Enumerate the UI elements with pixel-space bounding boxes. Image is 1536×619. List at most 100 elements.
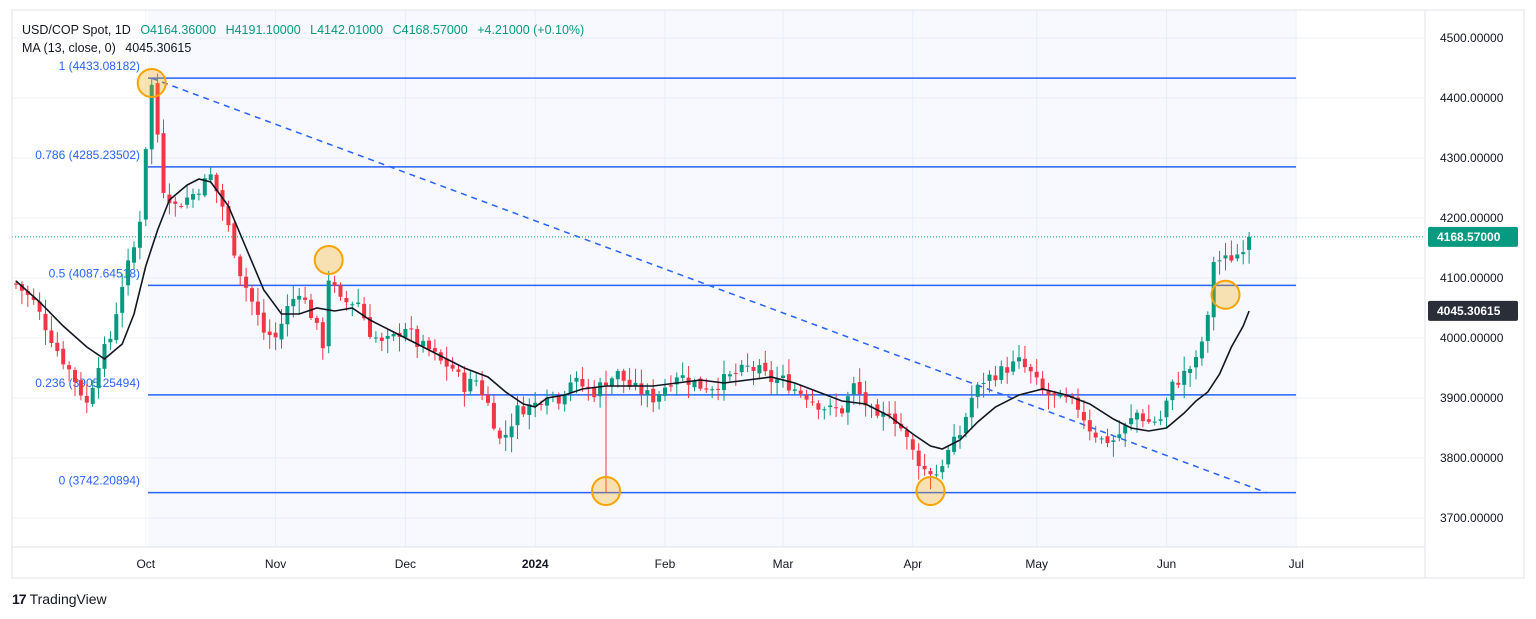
candle-body bbox=[828, 405, 833, 408]
candle-body bbox=[946, 449, 951, 465]
candle-body bbox=[226, 205, 231, 226]
candle-body bbox=[1040, 378, 1045, 391]
candle-body bbox=[1034, 371, 1039, 378]
candle-body bbox=[244, 276, 249, 288]
candle-body bbox=[114, 314, 119, 341]
candle-body bbox=[1235, 254, 1240, 259]
candle-body bbox=[515, 405, 520, 426]
candle-body bbox=[191, 194, 195, 200]
candle-body bbox=[893, 413, 898, 425]
highlight-circle bbox=[915, 476, 946, 506]
candle-body bbox=[940, 466, 945, 473]
candle-body bbox=[987, 374, 992, 381]
candle-body bbox=[403, 328, 408, 338]
candle-body bbox=[61, 348, 66, 365]
candle-body bbox=[580, 379, 585, 387]
candle-body bbox=[291, 298, 296, 307]
candle-body bbox=[1058, 393, 1063, 397]
candle-body bbox=[1223, 255, 1228, 259]
candle-body bbox=[952, 436, 957, 452]
candle-body bbox=[202, 178, 207, 196]
fib-level-label: 0.5 (4087.64518) bbox=[49, 266, 140, 280]
candle-body bbox=[1052, 393, 1057, 395]
price-tick-label: 4500.00000 bbox=[1440, 31, 1504, 45]
candle-body bbox=[480, 380, 485, 396]
candle-body bbox=[887, 413, 892, 416]
change-value: +4.21000 (+0.10%) bbox=[477, 23, 585, 37]
time-tick-label: Apr bbox=[903, 557, 922, 571]
candle-body bbox=[1117, 434, 1122, 439]
time-axis[interactable]: Oct Nov Dec 2024 Feb Mar Apr May Jun Jul bbox=[136, 557, 1304, 571]
candle-body bbox=[137, 221, 142, 248]
candle-body bbox=[674, 377, 679, 385]
open-value: O4164.36000 bbox=[140, 23, 217, 37]
candle-body bbox=[303, 297, 308, 300]
candle-body bbox=[409, 328, 414, 330]
candle-body bbox=[958, 435, 962, 439]
price-axis[interactable]: 4500.00000 4400.00000 4300.00000 4200.00000… bbox=[1428, 31, 1518, 525]
candle-body bbox=[975, 385, 980, 397]
candle-body bbox=[845, 396, 850, 413]
chart-border bbox=[11, 9, 1525, 579]
time-tick-label: 2024 bbox=[522, 557, 549, 571]
price-tick-label: 4000.00000 bbox=[1440, 331, 1504, 345]
trendline-dashed bbox=[151, 77, 1268, 494]
candle-body bbox=[757, 365, 762, 374]
time-tick-label: Jun bbox=[1157, 557, 1176, 571]
candle-body bbox=[267, 331, 272, 336]
candle-body bbox=[255, 301, 260, 315]
candle-body bbox=[149, 84, 154, 150]
candle-body bbox=[698, 378, 703, 389]
candle-body bbox=[568, 382, 573, 393]
candle-body bbox=[1182, 370, 1187, 385]
candle-body bbox=[816, 403, 821, 410]
candle-body bbox=[350, 304, 355, 306]
candle-body bbox=[421, 340, 426, 347]
candle-body bbox=[415, 329, 420, 347]
candle-body bbox=[550, 394, 555, 396]
chart-grid bbox=[12, 10, 1425, 547]
candle-body bbox=[651, 388, 656, 403]
candle-body bbox=[273, 332, 278, 338]
candle-body bbox=[37, 301, 42, 312]
candle-body bbox=[285, 305, 290, 325]
candle-body bbox=[108, 338, 113, 343]
price-tick-label: 4400.00000 bbox=[1440, 91, 1504, 105]
candle-body bbox=[373, 337, 378, 339]
candle-body bbox=[503, 434, 508, 438]
candle-body bbox=[804, 395, 809, 400]
ma-price-label: 4045.30615 bbox=[1437, 304, 1501, 318]
fib-level-label: 1 (4433.08182) bbox=[59, 59, 140, 73]
symbol-title[interactable]: USD/COP Spot, 1D bbox=[22, 23, 131, 37]
candle-body bbox=[362, 303, 367, 319]
candle-body bbox=[881, 412, 886, 417]
ma-label[interactable]: MA (13, close, 0) bbox=[22, 41, 116, 55]
highlight-markers bbox=[136, 68, 1241, 506]
candle-body bbox=[751, 366, 756, 371]
candle-body bbox=[261, 312, 266, 333]
candle-body bbox=[19, 284, 24, 291]
candle-body bbox=[963, 416, 968, 434]
candle-body bbox=[586, 386, 591, 388]
candle-body bbox=[739, 364, 744, 373]
candle-body bbox=[840, 408, 844, 414]
ma-price-badge bbox=[1428, 300, 1518, 321]
candle-body bbox=[792, 389, 797, 391]
candle-body bbox=[49, 330, 54, 344]
candle-body bbox=[781, 375, 785, 379]
candle-body bbox=[167, 194, 172, 204]
candle-body bbox=[332, 282, 337, 286]
time-tick-label: Dec bbox=[395, 557, 416, 571]
candle-body bbox=[604, 382, 608, 386]
candle-body bbox=[444, 358, 449, 367]
tradingview-brand[interactable]: 17 TradingView bbox=[12, 591, 107, 607]
candle-body bbox=[67, 365, 72, 370]
highlight-circle bbox=[591, 476, 621, 506]
candle-body bbox=[1135, 412, 1139, 420]
candle-body bbox=[1229, 255, 1234, 261]
candle-body bbox=[934, 474, 939, 476]
candle-body bbox=[615, 371, 620, 380]
candle-body bbox=[173, 201, 178, 204]
candle-body bbox=[1022, 358, 1027, 368]
